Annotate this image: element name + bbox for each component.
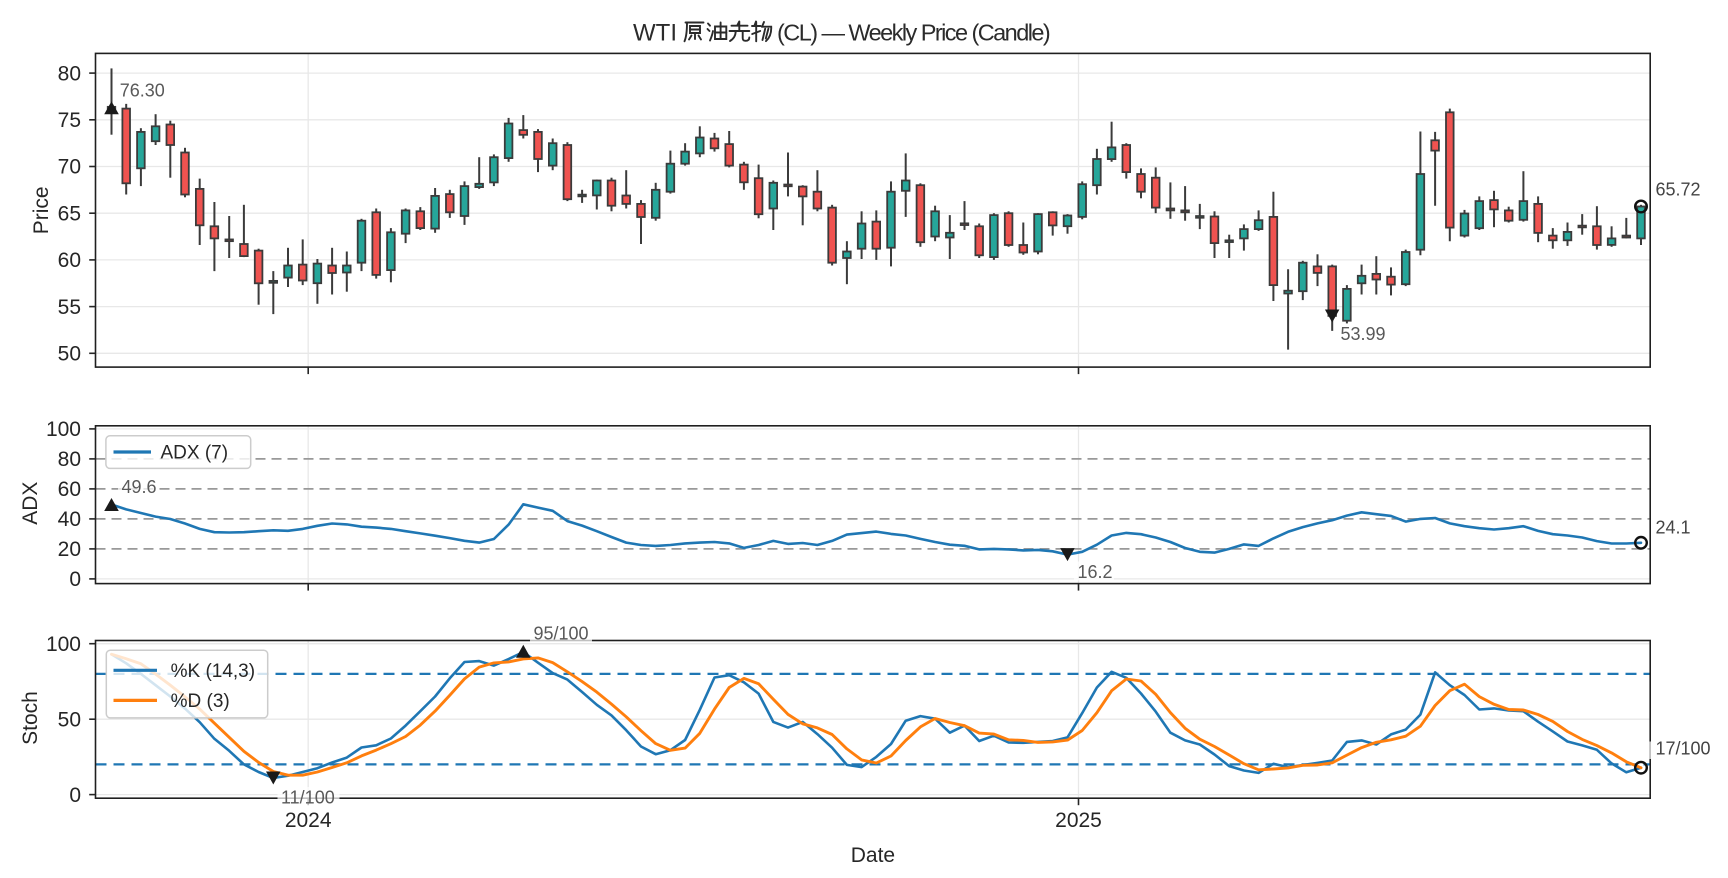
svg-text:ADX: ADX xyxy=(19,482,42,525)
svg-text:95/100: 95/100 xyxy=(534,623,589,643)
svg-text:%D (3): %D (3) xyxy=(171,691,230,712)
svg-text:20: 20 xyxy=(58,538,81,561)
svg-text:100: 100 xyxy=(46,633,81,656)
svg-text:11/100: 11/100 xyxy=(281,788,335,808)
svg-text:ADX (7): ADX (7) xyxy=(161,443,229,464)
svg-text:(CL) — Weekly Price (Candle): (CL) — Weekly Price (Candle) xyxy=(777,20,1050,46)
svg-text:Stoch: Stoch xyxy=(19,691,42,745)
svg-text:60: 60 xyxy=(58,249,81,272)
svg-text:80: 80 xyxy=(58,62,81,85)
svg-text:0: 0 xyxy=(69,568,81,591)
svg-text:%K (14,3): %K (14,3) xyxy=(171,661,255,682)
svg-text:2024: 2024 xyxy=(285,809,332,832)
svg-text:80: 80 xyxy=(58,448,81,471)
svg-text:76.30: 76.30 xyxy=(120,80,165,100)
svg-text:Price: Price xyxy=(30,186,53,234)
svg-text:53.99: 53.99 xyxy=(1341,324,1386,344)
svg-text:24.1: 24.1 xyxy=(1656,518,1691,538)
svg-text:17/100: 17/100 xyxy=(1656,739,1711,759)
svg-text:65.72: 65.72 xyxy=(1656,180,1701,200)
svg-text:WTI: WTI xyxy=(633,20,677,47)
svg-text:49.6: 49.6 xyxy=(122,477,157,497)
svg-text:65: 65 xyxy=(58,202,81,225)
svg-text:60: 60 xyxy=(58,478,81,501)
svg-text:50: 50 xyxy=(58,343,81,366)
svg-text:40: 40 xyxy=(58,508,81,531)
svg-text:0: 0 xyxy=(69,784,81,807)
svg-text:55: 55 xyxy=(58,296,81,319)
svg-text:50: 50 xyxy=(58,708,81,731)
svg-text:100: 100 xyxy=(46,418,81,441)
svg-text:70: 70 xyxy=(58,156,81,179)
svg-text:Date: Date xyxy=(851,844,895,867)
svg-text:2025: 2025 xyxy=(1055,809,1102,832)
svg-text:16.2: 16.2 xyxy=(1078,562,1113,582)
svg-text:75: 75 xyxy=(58,109,81,132)
